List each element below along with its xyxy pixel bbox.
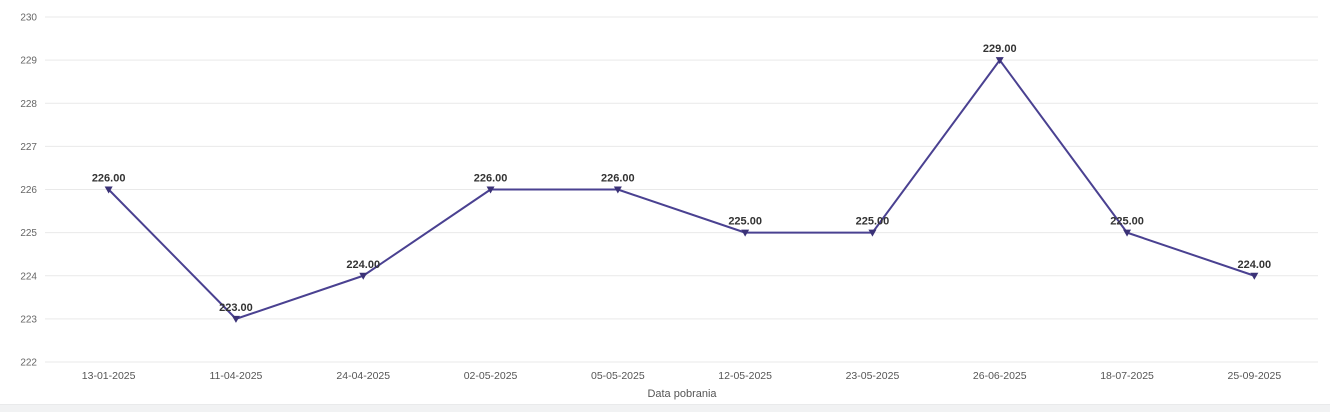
x-tick-label: 05-05-2025 (591, 370, 645, 382)
data-point-label: 224.00 (346, 259, 380, 271)
data-point-marker[interactable] (486, 186, 495, 194)
data-point-label: 226.00 (474, 173, 508, 185)
x-tick-label: 23-05-2025 (846, 370, 900, 382)
data-point-label: 224.00 (1238, 259, 1272, 271)
data-point-marker[interactable] (1123, 229, 1132, 237)
x-tick-label: 11-04-2025 (209, 370, 262, 382)
y-tick-label: 223 (20, 314, 37, 325)
data-point-marker[interactable] (741, 229, 750, 237)
x-tick-label: 13-01-2025 (82, 370, 136, 382)
data-point-marker[interactable] (359, 272, 368, 280)
y-tick-label: 226 (20, 185, 37, 196)
data-point-marker[interactable] (995, 57, 1004, 65)
y-tick-label: 227 (20, 142, 37, 153)
x-axis-title: Data pobrania (647, 388, 717, 400)
y-tick-label: 225 (20, 228, 37, 239)
series-line (107, 59, 1256, 320)
x-tick-label: 18-07-2025 (1100, 370, 1154, 382)
data-point-label: 226.00 (601, 173, 635, 185)
data-point-label: 225.00 (856, 216, 890, 228)
y-tick-label: 228 (20, 99, 37, 110)
y-tick-label: 222 (20, 358, 37, 369)
data-point-marker[interactable] (104, 186, 113, 194)
x-tick-label: 26-06-2025 (973, 370, 1027, 382)
x-tick-label: 02-05-2025 (464, 370, 518, 382)
data-point-marker[interactable] (613, 186, 622, 194)
data-point-label: 225.00 (728, 216, 762, 228)
data-point-label: 229.00 (983, 43, 1017, 55)
data-point-marker[interactable] (868, 229, 877, 237)
x-tick-label: 12-05-2025 (718, 370, 772, 382)
y-tick-label: 229 (20, 56, 37, 67)
data-point-label: 226.00 (92, 173, 126, 185)
x-tick-label: 25-09-2025 (1227, 370, 1281, 382)
y-tick-label: 224 (20, 271, 37, 282)
data-point-label: 225.00 (1110, 216, 1144, 228)
data-point-label: 223.00 (219, 302, 253, 314)
horizontal-scrollbar-track[interactable] (0, 404, 1330, 412)
data-point-marker[interactable] (231, 315, 240, 323)
x-tick-label: 24-04-2025 (336, 370, 390, 382)
y-tick-label: 230 (20, 13, 37, 24)
data-point-marker[interactable] (1250, 272, 1259, 280)
